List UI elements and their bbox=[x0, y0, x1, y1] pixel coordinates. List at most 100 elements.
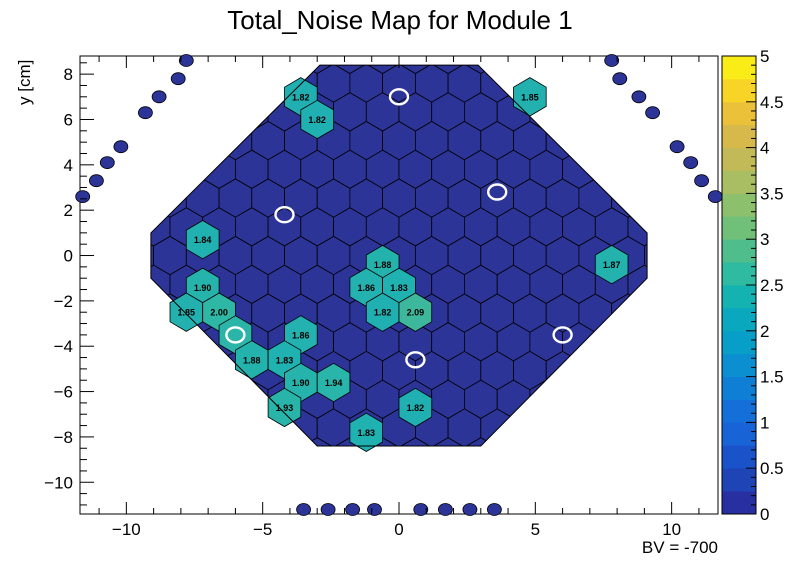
y-axis-label: y [cm] bbox=[15, 60, 34, 105]
hex-cell bbox=[137, 0, 170, 16]
outer-pad-dot bbox=[437, 503, 453, 516]
calibration-cell-ring bbox=[225, 326, 246, 344]
hex-cell bbox=[56, 6, 89, 44]
cell-value-label: 1.82 bbox=[308, 115, 326, 125]
hex-cell bbox=[72, 0, 105, 16]
y-tick-label: −6 bbox=[54, 383, 73, 402]
colorbar-tick-label: 0 bbox=[760, 505, 769, 524]
calibration-cell-ring bbox=[487, 183, 508, 201]
cell-value-label: 1.86 bbox=[292, 330, 310, 340]
outer-pad-dot bbox=[413, 503, 429, 516]
cell-value-label: 1.83 bbox=[276, 355, 294, 365]
calibration-cell-ring bbox=[552, 326, 573, 344]
colorbar-bin bbox=[722, 468, 756, 492]
outer-pad-dot bbox=[296, 503, 312, 516]
high-noise-cell bbox=[316, 362, 351, 403]
outer-pad-dot bbox=[345, 503, 361, 516]
y-tick-label: 2 bbox=[64, 201, 73, 220]
hex-cell bbox=[579, 6, 612, 44]
cell-value-label: 1.82 bbox=[292, 92, 310, 102]
outer-pad-dots bbox=[75, 54, 723, 516]
high-noise-cell bbox=[185, 220, 220, 260]
cell-value-label: 1.85 bbox=[178, 308, 196, 318]
outer-pad-dot bbox=[320, 503, 336, 516]
high-noise-cell bbox=[300, 99, 335, 140]
outer-pad-dot bbox=[486, 503, 502, 516]
cell-value-label: 1.94 bbox=[325, 378, 343, 388]
hex-cell bbox=[612, 6, 645, 44]
hex-cell bbox=[121, 6, 154, 44]
cell-value-label: 1.90 bbox=[292, 378, 310, 388]
hex-cell bbox=[644, 235, 648, 276]
outer-pad-dot bbox=[99, 156, 115, 170]
colorbar-tick-label: 4.5 bbox=[760, 93, 784, 112]
cell-value-label: 1.83 bbox=[358, 428, 376, 438]
x-tick-label: −5 bbox=[253, 520, 272, 539]
cell-value-label: 1.82 bbox=[407, 403, 425, 413]
outer-pad-dot bbox=[137, 106, 153, 120]
colorbar-bin bbox=[722, 216, 756, 240]
hex-cell bbox=[710, 6, 743, 44]
high-noise-cell bbox=[349, 412, 384, 452]
colorbar-tick-label: 3.5 bbox=[760, 184, 784, 203]
colorbar-bin bbox=[722, 147, 756, 171]
colorbar-bin bbox=[722, 353, 756, 377]
outer-pad-dot bbox=[604, 54, 620, 67]
high-noise-cell bbox=[398, 292, 433, 332]
colorbar-tick-label: 2.5 bbox=[760, 276, 784, 295]
hex-cell bbox=[105, 0, 138, 16]
calibration-cell-ring bbox=[274, 205, 295, 224]
outer-pad-dot bbox=[113, 140, 129, 154]
colorbar-tick-label: 3 bbox=[760, 230, 769, 249]
colorbar-bin bbox=[722, 445, 756, 469]
colorbar-bin bbox=[722, 78, 756, 103]
hex-cell bbox=[88, 6, 121, 44]
high-noise-cell bbox=[594, 244, 629, 285]
calibration-cells bbox=[225, 88, 573, 369]
colorbar-bin bbox=[722, 376, 756, 400]
outer-pad-dot bbox=[367, 503, 382, 516]
cell-value-label: 1.93 bbox=[276, 403, 294, 413]
hex-cell bbox=[694, 0, 727, 16]
cell-value-label: 2.00 bbox=[210, 308, 228, 318]
x-tick-label: 5 bbox=[531, 520, 540, 539]
hex-cell bbox=[677, 6, 710, 44]
colorbar-tick-label: 4 bbox=[760, 139, 769, 158]
outer-pad-dot bbox=[89, 174, 104, 188]
outer-pad-dot bbox=[707, 190, 723, 204]
outer-pad-dot bbox=[170, 72, 186, 86]
colorbar-bin bbox=[722, 170, 756, 194]
calibration-cell-ring bbox=[405, 351, 426, 369]
high-noise-cell bbox=[267, 387, 302, 428]
hex-cell bbox=[661, 0, 694, 16]
y-tick-label: 8 bbox=[64, 65, 73, 84]
y-tick-label: −10 bbox=[44, 473, 73, 492]
x-tick-label: 0 bbox=[394, 520, 403, 539]
x-tick-label: −10 bbox=[112, 520, 141, 539]
colorbar-tick-label: 1.5 bbox=[760, 368, 784, 387]
cell-value-label: 1.85 bbox=[521, 92, 539, 102]
cell-value-label: 1.83 bbox=[390, 283, 408, 293]
chart-title: Total_Noise Map for Module 1 bbox=[227, 5, 572, 35]
y-tick-label: −4 bbox=[54, 337, 73, 356]
colorbar-bin bbox=[722, 307, 756, 332]
cell-value-label: 1.87 bbox=[603, 260, 621, 270]
cell-value-label: 1.88 bbox=[243, 355, 261, 365]
colorbar-bin bbox=[722, 491, 756, 515]
colorbar-bin bbox=[722, 262, 756, 286]
labeled-cells: 1.82 1.82 1.85 1.84 1.88 1.87 1.90 1.86 1.83 1.85… bbox=[169, 77, 629, 452]
colorbar-bin bbox=[722, 56, 756, 80]
colorbar-bin bbox=[722, 285, 756, 309]
outer-pad-dot bbox=[694, 174, 709, 188]
module-outline bbox=[150, 64, 648, 447]
cell-value-label: 1.86 bbox=[358, 283, 376, 293]
hex-cell bbox=[644, 6, 677, 44]
cell-value-label: 1.84 bbox=[194, 235, 212, 245]
x-tick-label: 10 bbox=[662, 520, 681, 539]
colorbar-bin bbox=[722, 422, 756, 446]
cell-value-label: 1.88 bbox=[374, 260, 392, 270]
cell-value-label: 2.09 bbox=[407, 308, 425, 318]
y-tick-label: 6 bbox=[64, 110, 73, 129]
high-noise-cell bbox=[398, 387, 433, 428]
